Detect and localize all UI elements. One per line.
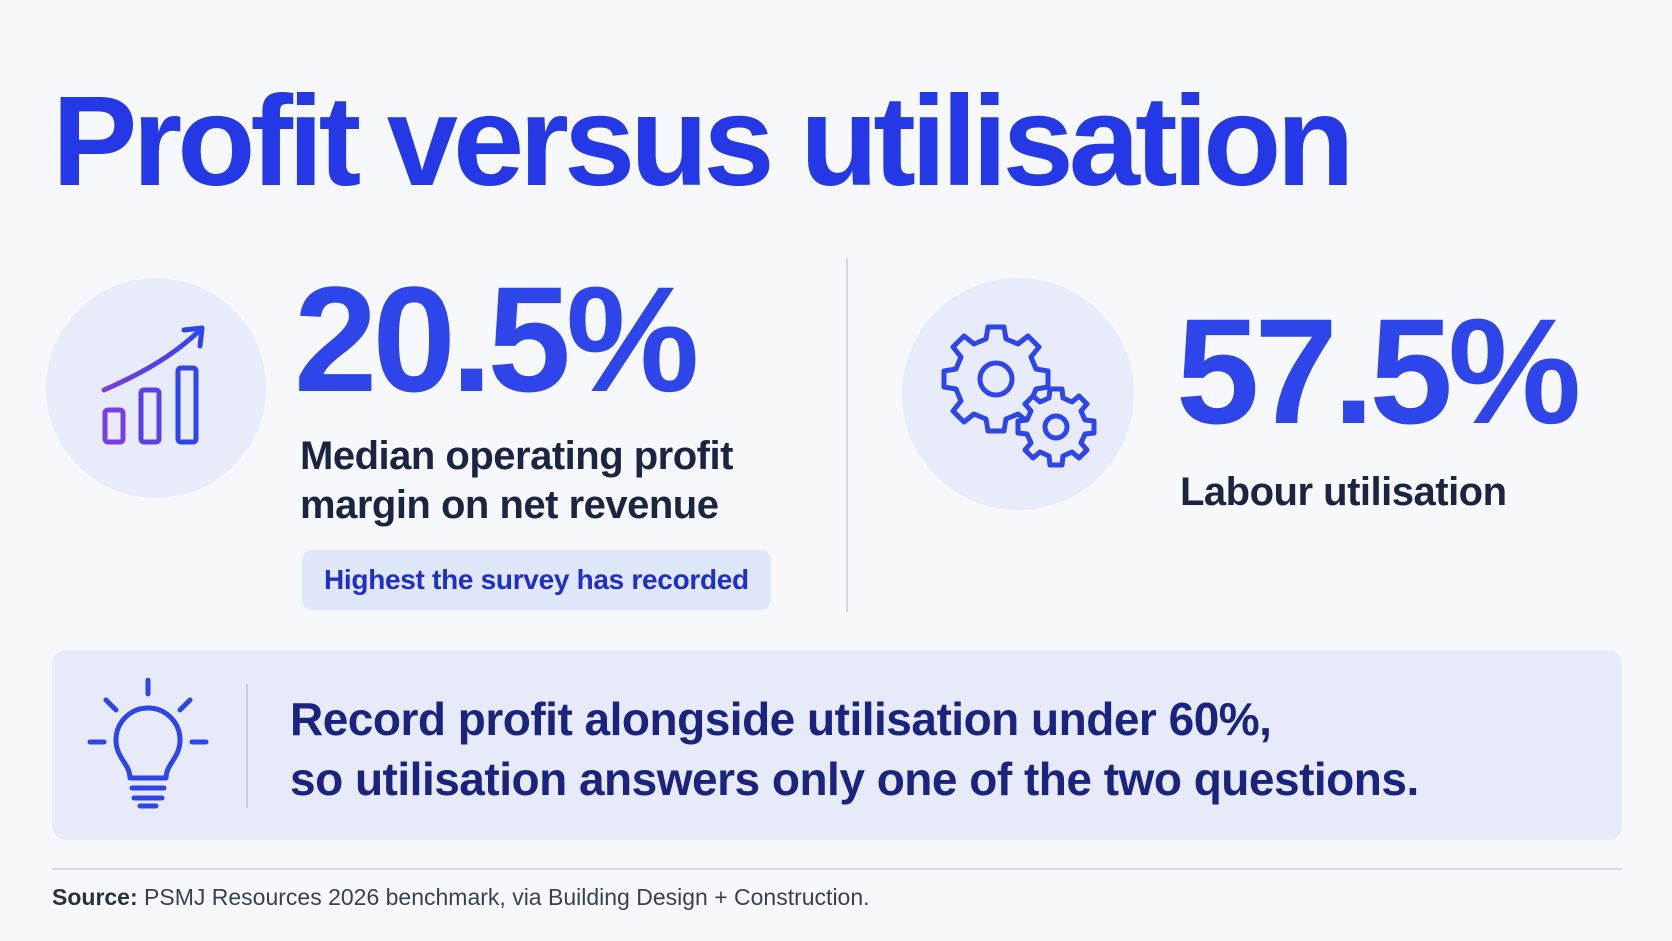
utilisation-value: 57.5%: [1176, 287, 1581, 455]
utilisation-label: Labour utilisation: [1180, 470, 1507, 514]
record-badge: Highest the survey has recorded: [302, 550, 771, 610]
page-title: Profit versus utilisation: [52, 70, 1354, 213]
insight-panel: Record profit alongside utilisation unde…: [52, 650, 1622, 840]
stat-divider: [846, 258, 848, 612]
profit-icon-circle: [46, 278, 266, 498]
profit-label-line-2: margin on net revenue: [300, 482, 719, 527]
utilisation-icon-circle: [902, 278, 1134, 510]
footer-rule: [52, 868, 1622, 870]
source-label: Source:: [52, 884, 138, 910]
insight-line-2: so utilisation answers only one of the t…: [290, 752, 1419, 805]
source-note: Source: PSMJ Resources 2026 benchmark, v…: [52, 884, 870, 911]
profit-stat-card: 20.5% Median operating profit margin on …: [46, 264, 846, 618]
lightbulb-icon: [87, 678, 209, 809]
gears-icon: [941, 324, 1097, 468]
profit-label: Median operating profit margin on net re…: [300, 432, 733, 530]
profit-value: 20.5%: [294, 255, 699, 423]
insight-separator: [246, 684, 248, 808]
insight-line-1: Record profit alongside utilisation unde…: [290, 693, 1272, 745]
source-text: PSMJ Resources 2026 benchmark, via Build…: [144, 884, 870, 910]
rising-bar-chart-icon: [101, 325, 205, 445]
insight-text: Record profit alongside utilisation unde…: [290, 690, 1419, 810]
profit-label-line-1: Median operating profit: [300, 434, 733, 478]
